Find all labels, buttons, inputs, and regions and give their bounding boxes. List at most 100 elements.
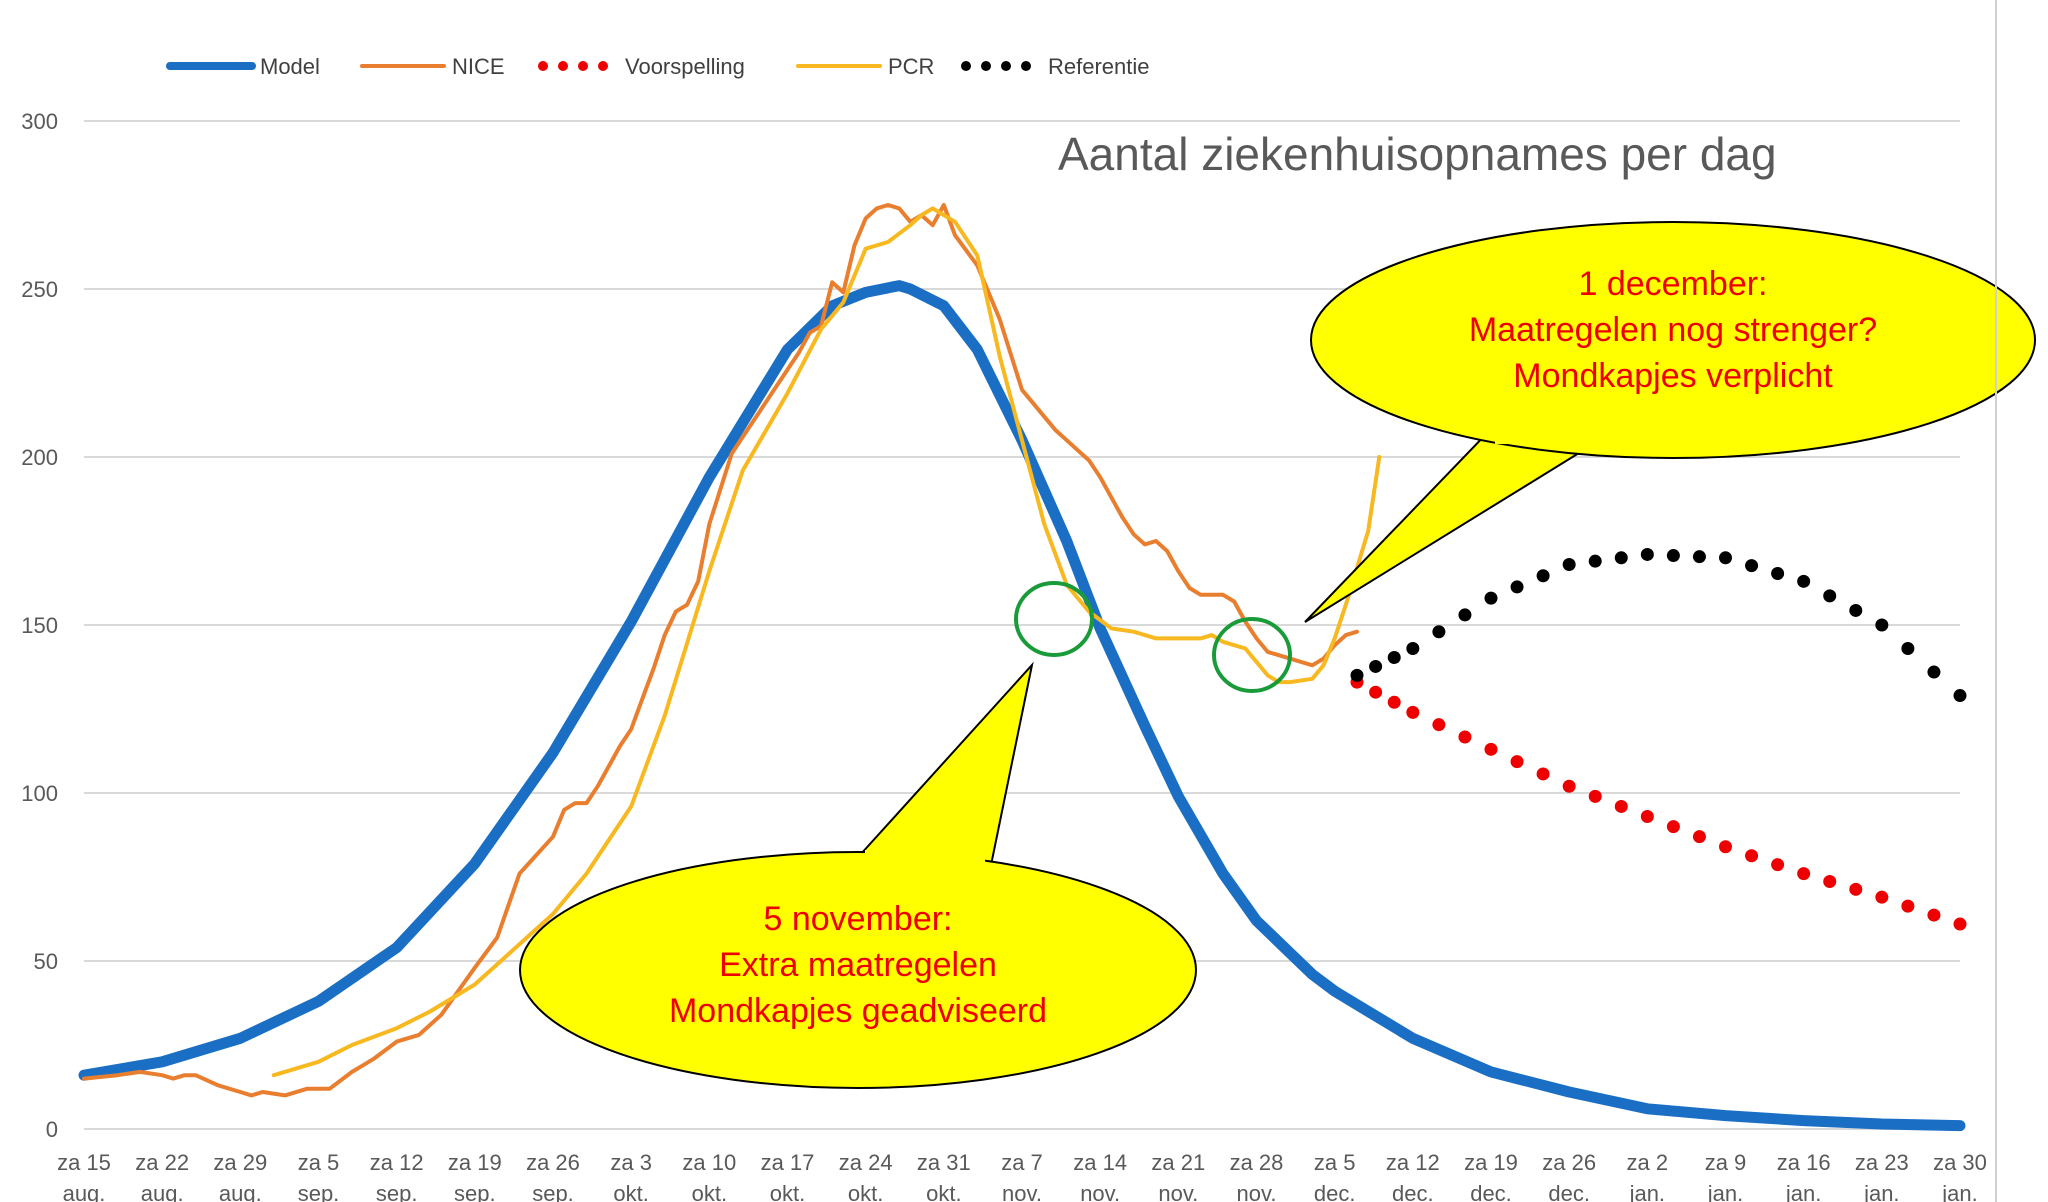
series-voorspelling-point bbox=[1849, 882, 1863, 896]
y-axis-ticks: 0 50 100 150 200 250 300 bbox=[21, 109, 58, 1142]
series-model-line bbox=[78, 280, 1966, 1132]
legend-label-referentie: Referentie bbox=[1048, 54, 1150, 79]
x-tick-label: za 19 bbox=[448, 1150, 502, 1175]
series-referentie-point bbox=[1640, 547, 1654, 561]
legend-swatch-referentie bbox=[981, 61, 991, 71]
y-tick-label: 150 bbox=[21, 613, 58, 638]
series-voorspelling-point bbox=[1927, 908, 1941, 922]
x-tick-label: sep. bbox=[298, 1181, 340, 1202]
series-pcr-line bbox=[271, 206, 1382, 1078]
x-tick-label: dec. bbox=[1470, 1181, 1512, 1202]
series-referentie-point bbox=[1692, 550, 1706, 564]
x-tick-label: nov. bbox=[1080, 1181, 1120, 1202]
y-tick-label: 50 bbox=[34, 949, 58, 974]
legend-label-voorspelling: Voorspelling bbox=[625, 54, 745, 79]
x-tick-label: nov. bbox=[1002, 1181, 1042, 1202]
x-tick-label: jan. bbox=[1707, 1181, 1743, 1202]
x-tick-label: jan. bbox=[1863, 1181, 1899, 1202]
gridlines bbox=[84, 120, 1960, 1130]
legend-swatch-voorspelling bbox=[598, 61, 608, 71]
series-voorspelling-point bbox=[1953, 917, 1967, 931]
x-tick-label: nov. bbox=[1158, 1181, 1198, 1202]
series-voorspelling-point bbox=[1510, 755, 1524, 769]
callout-nov bbox=[519, 661, 1197, 1089]
x-tick-label: za 30 bbox=[1933, 1150, 1987, 1175]
series-voorspelling-point bbox=[1588, 789, 1602, 803]
series-referentie-point bbox=[1614, 551, 1628, 565]
x-tick-label: za 15 bbox=[57, 1150, 111, 1175]
y-tick-label: 200 bbox=[21, 445, 58, 470]
x-tick-label: okt. bbox=[848, 1181, 883, 1202]
x-tick-label: za 24 bbox=[839, 1150, 893, 1175]
series-voorspelling-point bbox=[1823, 874, 1837, 888]
x-tick-label: za 12 bbox=[370, 1150, 424, 1175]
x-tick-label: sep. bbox=[532, 1181, 574, 1202]
x-tick-label: aug. bbox=[63, 1181, 106, 1202]
series-voorspelling-point bbox=[1432, 718, 1446, 732]
series-referentie-point bbox=[1849, 603, 1863, 617]
series-voorspelling-point bbox=[1640, 810, 1654, 824]
series-referentie-point bbox=[1350, 668, 1364, 682]
series-referentie-point bbox=[1387, 650, 1401, 664]
x-tick-label: za 16 bbox=[1777, 1150, 1831, 1175]
x-tick-label: za 9 bbox=[1705, 1150, 1747, 1175]
x-tick-label: okt. bbox=[613, 1181, 648, 1202]
legend-swatch-referentie bbox=[1021, 61, 1031, 71]
x-tick-label: za 14 bbox=[1073, 1150, 1127, 1175]
bubble-dec-text: Mondkapjes verplicht bbox=[1513, 357, 1833, 395]
legend-swatch-voorspelling bbox=[578, 61, 588, 71]
series-referentie-point bbox=[1875, 618, 1889, 632]
x-tick-label: za 7 bbox=[1001, 1150, 1043, 1175]
x-tick-label: jan. bbox=[1629, 1181, 1665, 1202]
legend-label-pcr: PCR bbox=[888, 54, 934, 79]
series-referentie-point bbox=[1369, 659, 1383, 673]
x-tick-label: za 21 bbox=[1151, 1150, 1205, 1175]
series-referentie-point bbox=[1823, 589, 1837, 603]
series-voorspelling-point bbox=[1771, 858, 1785, 872]
x-tick-label: sep. bbox=[454, 1181, 496, 1202]
legend-swatch-voorspelling bbox=[558, 61, 568, 71]
legend-label-nice: NICE bbox=[452, 54, 505, 79]
series-voorspelling-point bbox=[1875, 890, 1889, 904]
y-tick-label: 0 bbox=[46, 1117, 58, 1142]
x-tick-label: jan. bbox=[1785, 1181, 1821, 1202]
bubble-nov-text: Mondkapjes geadviseerd bbox=[669, 992, 1047, 1030]
bubble-nov-text: Extra maatregelen bbox=[719, 946, 997, 984]
x-axis-ticks: za 15 aug. za 22 aug. za 29 aug. za 5 sep. za 12… bbox=[57, 1150, 1987, 1202]
series-referentie-point bbox=[1406, 642, 1420, 656]
x-tick-label: dec. bbox=[1392, 1181, 1434, 1202]
x-tick-label: jan. bbox=[1941, 1181, 1977, 1202]
x-tick-label: okt. bbox=[926, 1181, 961, 1202]
chart-title: Aantal ziekenhuisopnames per dag bbox=[1058, 128, 1777, 180]
series-voorspelling-point bbox=[1797, 867, 1811, 881]
highlight-circle-nov bbox=[1014, 581, 1094, 657]
x-tick-label: za 12 bbox=[1386, 1150, 1440, 1175]
x-tick-label: za 28 bbox=[1230, 1150, 1284, 1175]
x-tick-label: aug. bbox=[219, 1181, 262, 1202]
right-border bbox=[1995, 0, 1997, 1202]
series-voorspelling-point bbox=[1562, 779, 1576, 793]
x-tick-label: okt. bbox=[770, 1181, 805, 1202]
callout-texts: 1 december: Maatregelen nog strenger? Mond… bbox=[669, 265, 1877, 1030]
x-tick-label: za 3 bbox=[610, 1150, 652, 1175]
x-tick-label: za 10 bbox=[682, 1150, 736, 1175]
x-tick-label: za 5 bbox=[298, 1150, 340, 1175]
bubble-dec-text: 1 december: bbox=[1579, 265, 1768, 303]
y-tick-label: 300 bbox=[21, 109, 58, 134]
series-voorspelling-point bbox=[1536, 767, 1550, 781]
series-referentie-point bbox=[1745, 559, 1759, 573]
bubble-nov-text: 5 november: bbox=[764, 900, 953, 938]
x-tick-label: okt. bbox=[692, 1181, 727, 1202]
series-voorspelling-point bbox=[1901, 899, 1915, 913]
x-tick-label: za 26 bbox=[1542, 1150, 1596, 1175]
y-tick-label: 250 bbox=[21, 277, 58, 302]
x-tick-label: aug. bbox=[141, 1181, 184, 1202]
y-tick-label: 100 bbox=[21, 781, 58, 806]
series-referentie-point bbox=[1510, 580, 1524, 594]
legend-swatch-referentie bbox=[961, 61, 971, 71]
x-tick-label: za 2 bbox=[1627, 1150, 1669, 1175]
series-voorspelling-point bbox=[1666, 820, 1680, 834]
series-voorspelling-point bbox=[1692, 830, 1706, 844]
callout-dec-tail bbox=[1304, 428, 1604, 623]
series-referentie-point bbox=[1927, 665, 1941, 679]
